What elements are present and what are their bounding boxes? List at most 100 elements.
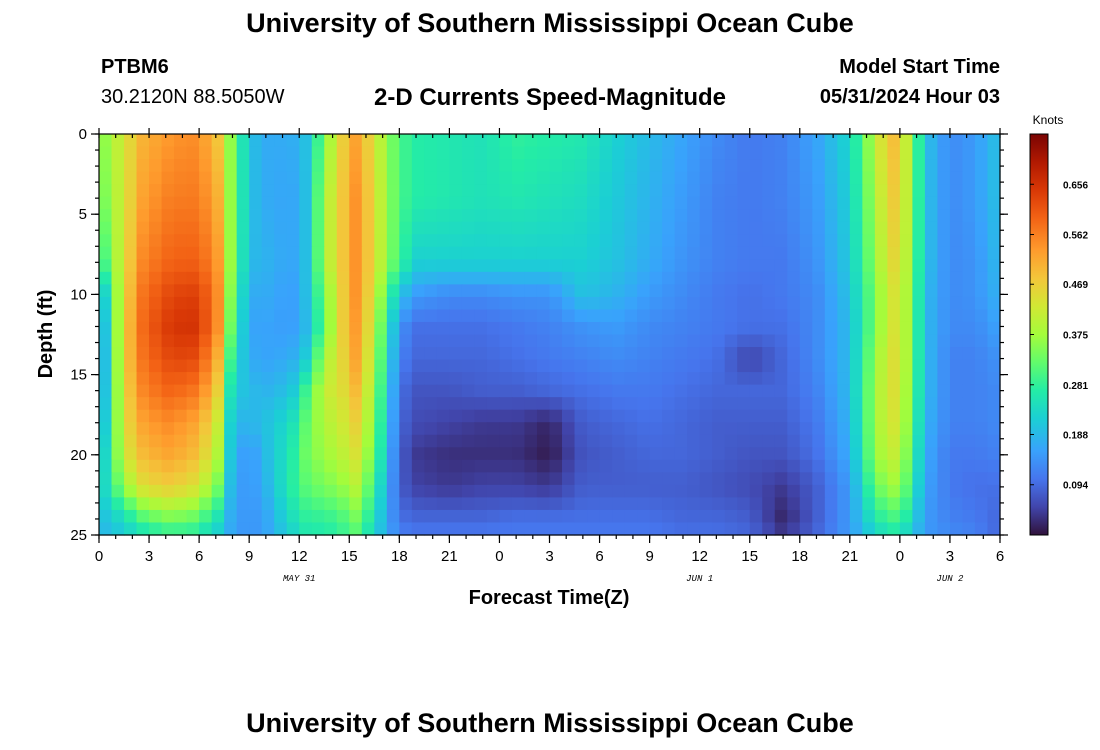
- heatmap-cell: [324, 234, 338, 248]
- heatmap-cell: [874, 447, 888, 461]
- heatmap-cell: [324, 209, 338, 223]
- heatmap-cell: [186, 522, 200, 536]
- heatmap-cell: [899, 397, 913, 411]
- heatmap-cell: [536, 334, 551, 348]
- heatmap-cell: [599, 447, 613, 461]
- heatmap-cell: [149, 246, 163, 260]
- heatmap-cell: [524, 422, 538, 436]
- heatmap-cell: [399, 434, 413, 448]
- heatmap-cell: [874, 246, 888, 260]
- heatmap-cell: [812, 234, 826, 248]
- heatmap-cell: [574, 184, 588, 198]
- heatmap-cell: [324, 459, 338, 473]
- heatmap-cell: [937, 284, 951, 298]
- heatmap-cell: [111, 447, 125, 461]
- heatmap-cell: [386, 509, 400, 524]
- heatmap-cell: [749, 397, 763, 411]
- heatmap-cell: [587, 321, 601, 336]
- heatmap-cell: [524, 271, 538, 285]
- heatmap-cell: [511, 509, 526, 524]
- heatmap-cell: [562, 397, 576, 411]
- heatmap-cell: [236, 522, 250, 536]
- heatmap-cell: [974, 422, 989, 436]
- y-tick-label: 15: [70, 367, 87, 384]
- heatmap-cell: [286, 284, 300, 298]
- heatmap-cell: [124, 146, 138, 160]
- heatmap-cell: [111, 321, 125, 336]
- x-date-label: MAY 31: [283, 574, 315, 584]
- heatmap-cell: [386, 384, 400, 398]
- heatmap-cell: [837, 209, 851, 223]
- heatmap-cell: [887, 159, 901, 173]
- heatmap-cell: [787, 159, 801, 173]
- heatmap-cell: [161, 309, 175, 323]
- heatmap-cell: [436, 422, 450, 436]
- heatmap-cell: [887, 509, 901, 524]
- heatmap-cell: [824, 422, 838, 436]
- heatmap-cell: [274, 334, 288, 348]
- heatmap-cell: [699, 321, 713, 336]
- heatmap-cell: [662, 472, 676, 486]
- heatmap-cell: [324, 221, 338, 235]
- heatmap-cell: [712, 171, 726, 185]
- x-date-label: JUN 1: [686, 574, 713, 584]
- heatmap-cell: [136, 146, 150, 160]
- heatmap-cell: [324, 522, 338, 536]
- heatmap-cell: [186, 259, 200, 273]
- heatmap-cell: [511, 497, 526, 511]
- heatmap-cell: [474, 409, 488, 423]
- heatmap-cell: [599, 484, 613, 499]
- heatmap-cell: [562, 221, 576, 235]
- heatmap-cell: [974, 284, 989, 298]
- heatmap-cell: [624, 146, 638, 160]
- heatmap-cell: [524, 384, 538, 398]
- heatmap-cell: [799, 484, 813, 499]
- heatmap-cell: [549, 484, 563, 499]
- heatmap-cell: [474, 221, 488, 235]
- heatmap-cell: [336, 459, 350, 473]
- heatmap-cell: [637, 522, 651, 536]
- heatmap-cell: [774, 146, 788, 160]
- heatmap-cell: [161, 372, 175, 386]
- heatmap-cell: [386, 397, 400, 411]
- heatmap-cell: [549, 384, 563, 398]
- heatmap-cell: [812, 434, 826, 448]
- heatmap-cell: [887, 422, 901, 436]
- heatmap-cell: [612, 359, 626, 373]
- heatmap-cell: [536, 359, 551, 373]
- heatmap-cell: [186, 359, 200, 373]
- heatmap-cell: [486, 384, 501, 398]
- heatmap-cell: [899, 447, 913, 461]
- heatmap-cell: [937, 246, 951, 260]
- heatmap-cell: [386, 134, 400, 148]
- heatmap-cell: [699, 497, 713, 511]
- heatmap-cell: [374, 284, 388, 298]
- heatmap-cell: [224, 246, 238, 260]
- heatmap-cell: [111, 522, 125, 536]
- heatmap-cell: [361, 459, 375, 473]
- heatmap-cell: [424, 171, 438, 185]
- heatmap-cell: [299, 284, 313, 298]
- heatmap-cell: [261, 397, 275, 411]
- heatmap-cell: [436, 196, 450, 210]
- heatmap-cell: [461, 459, 476, 473]
- heatmap-cell: [161, 397, 175, 411]
- heatmap-cell: [461, 472, 476, 486]
- heatmap-cell: [299, 221, 313, 235]
- heatmap-cell: [624, 184, 638, 198]
- heatmap-cell: [699, 284, 713, 298]
- heatmap-cell: [874, 372, 888, 386]
- heatmap-cell: [812, 309, 826, 323]
- heatmap-cell: [924, 259, 939, 273]
- heatmap-cell: [436, 234, 450, 248]
- heatmap-cell: [99, 472, 113, 486]
- x-tick-label: 15: [341, 548, 358, 565]
- heatmap-cell: [136, 284, 150, 298]
- heatmap-cell: [699, 196, 713, 210]
- heatmap-cell: [649, 246, 663, 260]
- heatmap-cell: [912, 171, 926, 185]
- heatmap-cell: [724, 347, 738, 361]
- heatmap-cell: [974, 221, 989, 235]
- heatmap-cell: [499, 321, 513, 336]
- heatmap-cell: [286, 347, 300, 361]
